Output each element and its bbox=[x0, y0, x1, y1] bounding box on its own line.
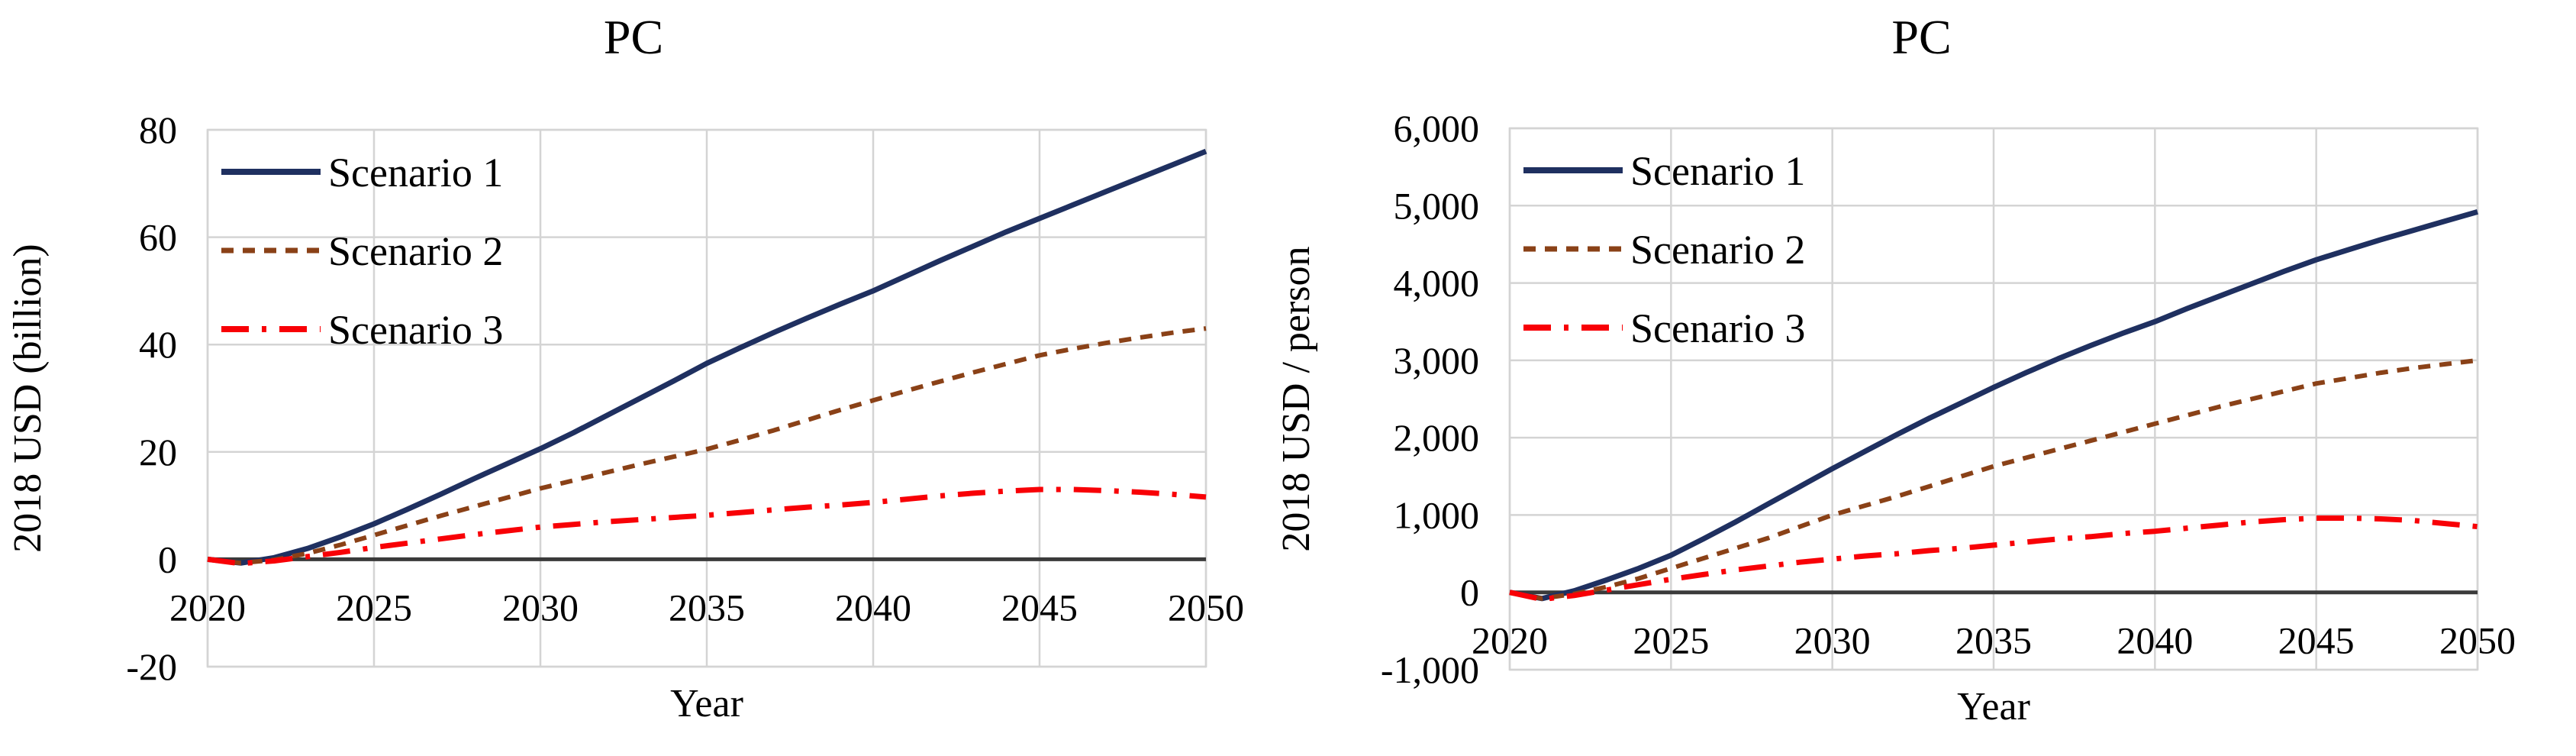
pc-per-person-chart: PC 2018 USD / person -1,000 0 1,000 2,000 3,… bbox=[1267, 0, 2576, 756]
x-tick-label: 2050 bbox=[1168, 586, 1244, 628]
y-tick-label: 4,000 bbox=[1394, 262, 1480, 305]
y-tick-label: 60 bbox=[139, 216, 177, 259]
chart-title: PC bbox=[603, 10, 664, 64]
legend-label: Scenario 1 bbox=[328, 150, 503, 195]
x-tick-label: 2025 bbox=[1633, 619, 1709, 662]
plot-border bbox=[1508, 127, 2479, 671]
x-axis-title: Year bbox=[670, 682, 743, 725]
plot-border bbox=[206, 128, 1207, 668]
y-tick-label: 0 bbox=[1460, 571, 1479, 614]
x-tick-label: 2045 bbox=[2278, 619, 2355, 662]
series-line-scenario-1 bbox=[1509, 209, 2478, 602]
y-tick-label: 5,000 bbox=[1394, 184, 1480, 227]
y-tick-label: 1,000 bbox=[1394, 493, 1480, 536]
y-tick-label: 80 bbox=[139, 108, 177, 151]
series-line-scenario-1 bbox=[207, 148, 1207, 566]
x-tick-label: 2050 bbox=[2439, 619, 2516, 662]
series-line-scenario-2 bbox=[1509, 357, 2478, 601]
legend-label: Scenario 2 bbox=[328, 228, 503, 274]
series-line-scenario-3 bbox=[1509, 515, 2478, 603]
y-tick-label: 6,000 bbox=[1394, 107, 1480, 150]
x-tick-label: 2035 bbox=[1955, 619, 2032, 662]
x-tick-label: 2030 bbox=[502, 586, 579, 628]
pc-billion-chart: PC 2018 USD (billion) -20 0 20 40 60 80 2020 20… bbox=[0, 0, 1267, 756]
y-tick-label: -20 bbox=[126, 645, 177, 688]
y-tick-label: -1,000 bbox=[1381, 648, 1479, 691]
legend-label: Scenario 1 bbox=[1630, 148, 1805, 194]
x-tick-label: 2020 bbox=[169, 586, 246, 628]
series-line-scenario-3 bbox=[207, 486, 1207, 567]
x-tick-label: 2040 bbox=[835, 586, 911, 628]
x-tick-label: 2020 bbox=[1472, 619, 1548, 662]
y-tick-label: 20 bbox=[139, 431, 177, 473]
x-tick-label: 2030 bbox=[1794, 619, 1871, 662]
x-axis-title: Year bbox=[1957, 685, 2030, 729]
x-tick-label: 2025 bbox=[336, 586, 412, 628]
legend-label: Scenario 3 bbox=[328, 307, 503, 353]
x-tick-label: 2045 bbox=[1001, 586, 1078, 628]
y-tick-label: 3,000 bbox=[1394, 339, 1480, 382]
y-tick-label: 0 bbox=[158, 538, 177, 580]
chart-plot: -1,000 0 1,000 2,000 3,000 4,000 5,000 6,000 202… bbox=[1381, 107, 2516, 691]
chart-title: PC bbox=[1891, 10, 1952, 64]
x-tick-label: 2035 bbox=[669, 586, 745, 628]
y-tick-label: 2,000 bbox=[1394, 416, 1480, 459]
series-line-scenario-2 bbox=[207, 326, 1207, 566]
legend-label: Scenario 3 bbox=[1630, 305, 1805, 351]
legend-label: Scenario 2 bbox=[1630, 227, 1805, 273]
y-tick-label: 40 bbox=[139, 323, 177, 366]
x-tick-label: 2040 bbox=[2117, 619, 2193, 662]
